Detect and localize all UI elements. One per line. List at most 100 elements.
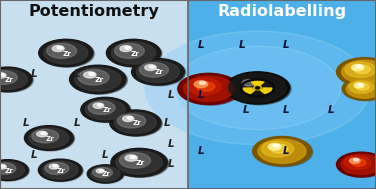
Circle shape: [253, 136, 311, 166]
Circle shape: [24, 126, 73, 150]
Circle shape: [353, 159, 359, 161]
Polygon shape: [251, 81, 264, 85]
Circle shape: [132, 59, 184, 85]
Text: L: L: [168, 160, 174, 169]
Circle shape: [254, 137, 313, 167]
Text: L: L: [30, 150, 37, 160]
Text: L: L: [23, 118, 30, 128]
Text: Zr: Zr: [130, 51, 139, 57]
Circle shape: [44, 42, 88, 64]
Circle shape: [341, 154, 376, 174]
Circle shape: [273, 144, 279, 147]
Circle shape: [358, 83, 362, 86]
Circle shape: [229, 73, 287, 102]
Circle shape: [337, 58, 376, 86]
Circle shape: [175, 46, 340, 129]
Circle shape: [111, 148, 167, 177]
Circle shape: [71, 66, 127, 94]
Circle shape: [49, 164, 59, 169]
Text: L: L: [74, 69, 80, 79]
Circle shape: [42, 161, 78, 179]
Circle shape: [29, 128, 69, 148]
Circle shape: [0, 68, 33, 92]
Circle shape: [125, 46, 130, 49]
Text: Zr: Zr: [57, 168, 66, 174]
Circle shape: [115, 43, 144, 58]
Circle shape: [226, 72, 290, 104]
Circle shape: [270, 144, 288, 153]
Circle shape: [353, 65, 370, 74]
Circle shape: [70, 65, 126, 94]
Circle shape: [92, 167, 112, 177]
Text: Zr: Zr: [102, 107, 111, 113]
Circle shape: [0, 69, 27, 89]
Text: L: L: [30, 69, 37, 79]
Circle shape: [342, 77, 376, 100]
Text: Zr: Zr: [136, 160, 145, 166]
Text: Zr: Zr: [5, 77, 13, 83]
Circle shape: [83, 72, 96, 78]
Circle shape: [0, 71, 17, 84]
Circle shape: [341, 60, 376, 84]
Circle shape: [57, 46, 62, 49]
Circle shape: [136, 61, 179, 83]
Circle shape: [39, 39, 93, 67]
Circle shape: [39, 160, 83, 182]
Circle shape: [74, 68, 121, 91]
Circle shape: [356, 83, 369, 90]
Circle shape: [196, 82, 215, 91]
Circle shape: [194, 81, 208, 88]
Circle shape: [343, 78, 376, 101]
Circle shape: [139, 63, 168, 77]
Circle shape: [0, 162, 24, 179]
Circle shape: [0, 74, 5, 76]
Circle shape: [0, 160, 29, 181]
Circle shape: [106, 39, 161, 67]
Circle shape: [133, 59, 185, 86]
Circle shape: [114, 112, 156, 133]
Text: Zr: Zr: [132, 121, 141, 126]
Text: L: L: [282, 105, 289, 115]
Circle shape: [351, 159, 366, 166]
Circle shape: [78, 70, 109, 85]
Circle shape: [91, 167, 120, 181]
Circle shape: [26, 126, 74, 151]
Circle shape: [338, 58, 376, 87]
Text: Zr: Zr: [155, 70, 164, 75]
Text: L: L: [282, 146, 289, 156]
Text: Zr: Zr: [63, 51, 71, 57]
Circle shape: [117, 114, 146, 128]
Circle shape: [145, 65, 156, 70]
Circle shape: [268, 143, 281, 150]
Circle shape: [242, 80, 255, 86]
Circle shape: [87, 165, 123, 183]
Text: L: L: [198, 40, 205, 50]
Circle shape: [183, 76, 234, 101]
Circle shape: [178, 73, 240, 104]
Circle shape: [88, 165, 124, 183]
Circle shape: [112, 149, 169, 177]
Circle shape: [47, 43, 77, 58]
Circle shape: [1, 165, 5, 167]
Circle shape: [346, 80, 376, 98]
Text: L: L: [164, 118, 171, 128]
Circle shape: [0, 67, 32, 92]
Circle shape: [53, 165, 58, 167]
Circle shape: [125, 155, 138, 161]
Circle shape: [0, 160, 28, 180]
Circle shape: [100, 170, 103, 171]
Circle shape: [82, 98, 131, 122]
Text: L: L: [239, 40, 246, 50]
Circle shape: [108, 40, 162, 67]
Circle shape: [40, 40, 94, 67]
Circle shape: [349, 158, 360, 163]
Circle shape: [0, 164, 6, 169]
Circle shape: [0, 163, 16, 174]
Circle shape: [123, 116, 134, 122]
Text: L: L: [198, 146, 205, 156]
Circle shape: [352, 64, 364, 71]
Text: L: L: [198, 90, 205, 99]
Text: L: L: [327, 105, 334, 115]
Text: Zr: Zr: [4, 168, 13, 174]
Polygon shape: [261, 88, 272, 94]
